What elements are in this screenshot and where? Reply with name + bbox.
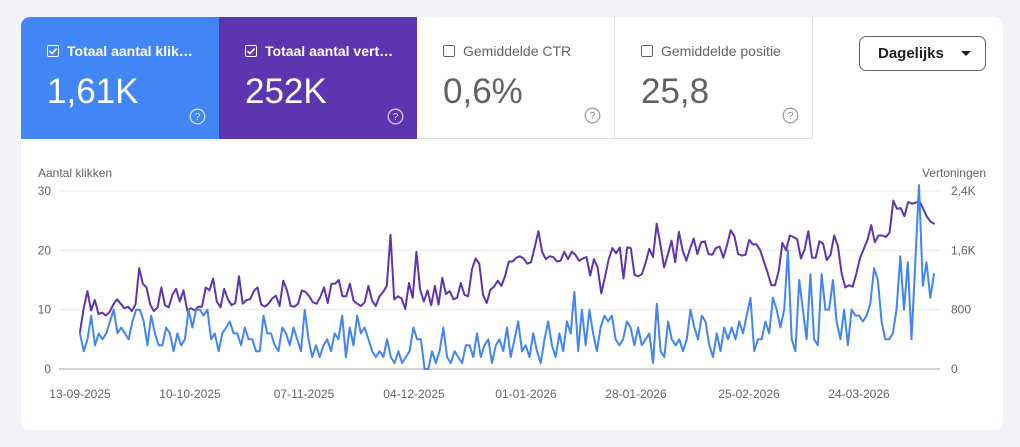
checkbox-checked-icon[interactable] <box>245 45 257 57</box>
y-left-tick-label: 10 <box>38 303 52 317</box>
performance-card: Totaal aantal klikk… 1,61K ? Totaal aant… <box>21 17 1003 430</box>
y-right-tick-label: 2,4K <box>951 184 976 198</box>
y-right-tick-label: 1,6K <box>951 243 976 257</box>
y-axis-right-title: Vertoningen <box>922 166 986 180</box>
y-axis-left-ticks: 0 10 20 30 <box>38 184 52 376</box>
checkbox-checked-icon[interactable] <box>47 45 59 57</box>
period-dropdown-label: Dagelijks <box>878 45 944 62</box>
series-line-impressions <box>79 199 935 333</box>
y-left-tick-label: 20 <box>38 243 52 257</box>
y-left-tick-label: 0 <box>44 362 51 376</box>
metric-tile-position[interactable]: Gemiddelde positie 25,8 ? <box>615 17 813 139</box>
y-right-tick-label: 0 <box>951 362 958 376</box>
svg-text:?: ? <box>590 111 596 122</box>
checkbox-unchecked-icon[interactable] <box>641 45 653 57</box>
svg-text:?: ? <box>393 112 399 123</box>
y-axis-right-ticks: 0 800 1,6K 2,4K <box>951 184 976 376</box>
metric-value: 252K <box>245 72 327 111</box>
metric-value: 0,6% <box>443 72 523 111</box>
y-left-tick-label: 30 <box>38 184 52 198</box>
metric-value: 1,61K <box>47 72 139 111</box>
grid-lines <box>59 190 940 370</box>
svg-text:?: ? <box>195 112 201 123</box>
help-icon[interactable]: ? <box>189 108 206 125</box>
period-dropdown[interactable]: Dagelijks <box>859 36 986 71</box>
x-tick-label: 01-01-2026 <box>495 387 557 401</box>
series-lines <box>79 184 935 370</box>
help-icon[interactable]: ? <box>584 107 601 124</box>
metric-tile-clicks[interactable]: Totaal aantal klikk… 1,61K ? <box>21 17 219 139</box>
metric-tile-impressions[interactable]: Totaal aantal vert… 252K ? <box>219 17 417 139</box>
x-tick-label: 28-01-2026 <box>605 387 667 401</box>
x-tick-label: 24-03-2026 <box>828 387 890 401</box>
svg-text:?: ? <box>788 111 794 122</box>
caret-down-icon <box>961 51 971 56</box>
metric-tiles: Totaal aantal klikk… 1,61K ? Totaal aant… <box>21 17 813 139</box>
checkbox-unchecked-icon[interactable] <box>443 45 455 57</box>
metric-value: 25,8 <box>641 72 710 111</box>
x-tick-label: 07-11-2025 <box>274 387 335 401</box>
y-axis-left-title: Aantal klikken <box>38 166 112 180</box>
y-right-tick-label: 800 <box>951 303 971 317</box>
x-tick-label: 13-09-2025 <box>49 387 111 401</box>
series-line-clicks <box>79 184 935 370</box>
performance-chart: Aantal klikken Vertoningen 0 10 20 30 0 800 1… <box>38 166 986 401</box>
x-axis-ticks: 13-09-2025 10-10-2025 07-11-2025 04-12-2025… <box>49 387 890 401</box>
metric-tile-ctr[interactable]: Gemiddelde CTR 0,6% ? <box>417 17 615 139</box>
help-icon[interactable]: ? <box>387 108 404 125</box>
x-tick-label: 04-12-2025 <box>383 387 445 401</box>
help-icon[interactable]: ? <box>782 107 799 124</box>
x-tick-label: 10-10-2025 <box>159 387 221 401</box>
x-tick-label: 25-02-2026 <box>718 387 780 401</box>
